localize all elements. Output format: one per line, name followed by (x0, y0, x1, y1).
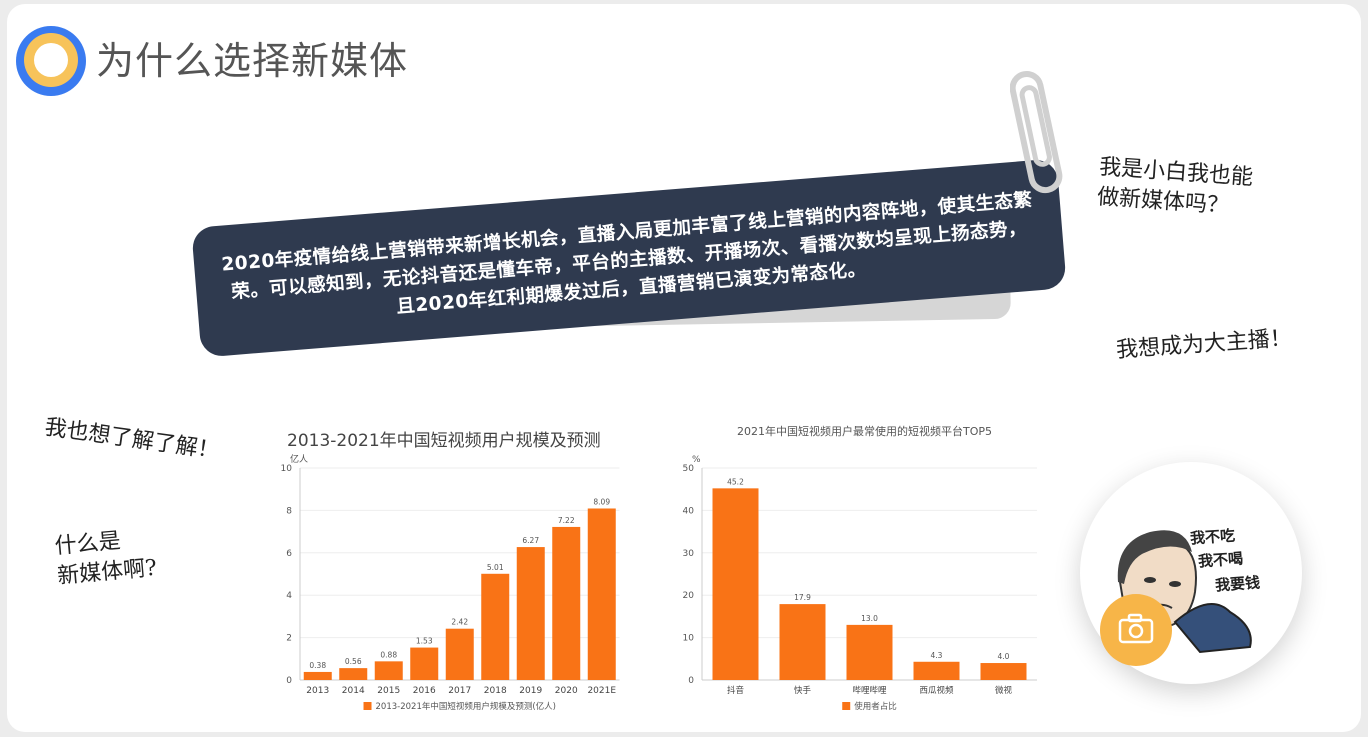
chart2-title: 2021年中国短视频用户最常使用的短视频平台TOP5 (737, 425, 993, 438)
chart1-xtick-6: 2019 (519, 686, 542, 696)
chart2-value-label-3: 4.3 (931, 651, 943, 660)
chart2-value-label-1: 17.9 (794, 593, 811, 602)
chart2-legend-swatch (842, 702, 851, 710)
chart1-ytick-3: 6 (286, 549, 292, 559)
chart1-bar-5 (481, 573, 510, 680)
chart2-bar-0 (712, 488, 759, 680)
chart1-value-label-6: 6.27 (522, 536, 539, 545)
logo-icon (16, 26, 86, 96)
chart2-xtick-3: 西瓜视频 (919, 685, 954, 696)
chart2-value-label-2: 13.0 (861, 614, 878, 623)
chart1: 亿人 0 2 4 6 8 10 0.38 2013 0.56 2014 0.88 2015 1.53 201… (281, 453, 620, 712)
logo-hole (34, 43, 68, 77)
chart2-xtick-0: 抖音 (727, 685, 745, 696)
chart1-bar-6 (516, 547, 545, 680)
chart1-bar-1 (339, 668, 368, 680)
chart1-ytick-5: 10 (281, 464, 293, 474)
camera-button[interactable] (1100, 594, 1172, 666)
meme-line1: 我不吃 (1189, 526, 1236, 548)
chart1-value-label-8: 8.09 (593, 497, 610, 506)
chart1-xtick-7: 2020 (555, 686, 578, 696)
meme-sticker (1080, 462, 1302, 684)
chart1-legend: 2013-2021年中国短视频用户规模及预测(亿人) (363, 701, 556, 712)
chart1-ytick-2: 4 (286, 591, 292, 601)
chart2-value-label-0: 45.2 (727, 477, 744, 486)
page-title: 为什么选择新媒体 (96, 39, 409, 83)
chart1-xtick-1: 2014 (342, 686, 365, 696)
chart1-value-label-1: 0.56 (345, 657, 362, 666)
note-beginner: 我是小白我也能 做新媒体吗？ (1096, 153, 1254, 224)
chart2-ytick-1: 10 (683, 634, 695, 644)
chart2: % 0 10 20 30 40 50 45.2 抖音 17.9 快手 13.0 哔哩哔哩 4.3 西瓜视频 4… (683, 455, 1037, 712)
chart1-bar-3 (410, 647, 439, 680)
chart2-ytick-0: 0 (688, 676, 694, 686)
chart1-value-label-7: 7.22 (558, 516, 575, 525)
chart1-ytick-4: 8 (286, 506, 292, 516)
chart2-ytick-4: 40 (683, 506, 695, 516)
chart1-bar-8 (587, 508, 616, 680)
chart1-value-label-2: 0.88 (380, 650, 397, 659)
chart1-xtick-0: 2013 (306, 686, 329, 696)
chart1-bar-0 (303, 671, 332, 680)
chart1-bar-7 (552, 526, 581, 680)
chart2-bar-2 (846, 624, 893, 680)
chart2-xtick-4: 微视 (995, 685, 1013, 696)
chart1-ytick-1: 2 (286, 634, 292, 644)
chart1-legend-swatch (363, 702, 372, 710)
meme-line3: 我要钱 (1214, 573, 1261, 595)
chart1-y-unit: 亿人 (290, 453, 308, 465)
chart2-bar-3 (913, 661, 960, 680)
chart2-ytick-3: 30 (683, 549, 695, 559)
chart1-title: 2013-2021年中国短视频用户规模及预测 (287, 431, 601, 451)
note-question: 什么是 新媒体啊? (54, 524, 159, 592)
chart2-ytick-5: 50 (683, 464, 695, 474)
chart1-xtick-5: 2018 (484, 686, 507, 696)
camera-icon (1118, 613, 1154, 644)
chart1-xtick-2: 2015 (377, 686, 400, 696)
chart2-xtick-2: 哔哩哔哩 (852, 686, 887, 696)
chart2-bar-4 (980, 663, 1027, 680)
chart1-legend-label: 2013-2021年中国短视频用户规模及预测(亿人) (376, 701, 556, 712)
chart2-bar-1 (779, 604, 826, 680)
chart1-value-label-0: 0.38 (309, 661, 326, 670)
chart1-value-label-4: 2.42 (451, 618, 468, 627)
paperclip-icon (1010, 71, 1063, 194)
chart2-value-label-4: 4.0 (998, 652, 1010, 661)
chart2-legend: 使用者占比 (842, 701, 897, 712)
chart1-xtick-3: 2016 (413, 686, 436, 696)
chart1-bar-2 (374, 661, 403, 680)
chart2-y-unit: % (692, 455, 701, 465)
chart2-ytick-2: 20 (683, 591, 695, 601)
chart1-bar-4 (445, 628, 474, 680)
chart1-xtick-4: 2017 (448, 686, 471, 696)
chart1-xtick-8: 2021E (587, 686, 616, 696)
chart2-xtick-1: 快手 (794, 685, 812, 696)
chart1-value-label-5: 5.01 (487, 563, 504, 572)
chart2-legend-label: 使用者占比 (854, 701, 897, 712)
chart1-ytick-0: 0 (286, 676, 292, 686)
meme-line2: 我不喝 (1197, 549, 1244, 571)
chart1-value-label-3: 1.53 (416, 637, 433, 646)
